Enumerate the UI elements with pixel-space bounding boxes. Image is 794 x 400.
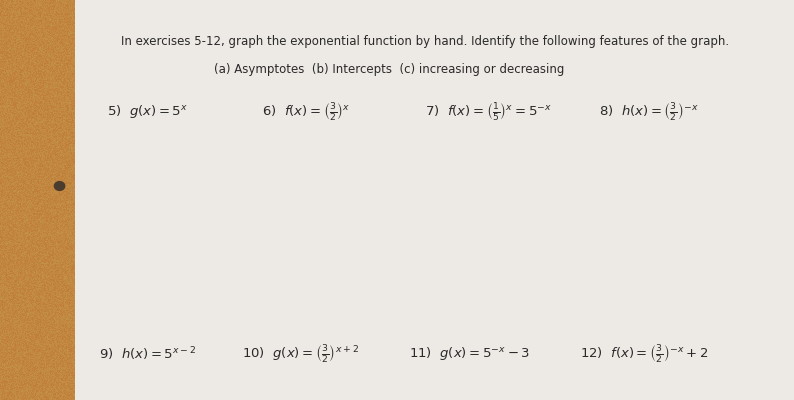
Ellipse shape	[54, 182, 64, 190]
Text: 8)  $h(x) = \left(\frac{3}{2}\right)^{-x}$: 8) $h(x) = \left(\frac{3}{2}\right)^{-x}…	[599, 101, 700, 123]
Text: 10)  $g(x) = \left(\frac{3}{2}\right)^{x+2}$: 10) $g(x) = \left(\frac{3}{2}\right)^{x+…	[242, 343, 359, 365]
Text: 12)  $f(x) = \left(\frac{3}{2}\right)^{-x} + 2$: 12) $f(x) = \left(\frac{3}{2}\right)^{-x…	[580, 343, 708, 365]
Text: 7)  $f(x) = \left(\frac{1}{5}\right)^x = 5^{-x}$: 7) $f(x) = \left(\frac{1}{5}\right)^x = …	[425, 101, 552, 123]
Text: In exercises 5-12, graph the exponential function by hand. Identify the followin: In exercises 5-12, graph the exponential…	[121, 36, 729, 48]
Text: 5)  $g(x) = 5^x$: 5) $g(x) = 5^x$	[107, 104, 188, 120]
Text: 11)  $g(x) = 5^{-x} - 3$: 11) $g(x) = 5^{-x} - 3$	[409, 346, 530, 362]
Text: 9)  $h(x) = 5^{x-2}$: 9) $h(x) = 5^{x-2}$	[99, 345, 196, 363]
Text: 6)  $f(x) = \left(\frac{3}{2}\right)^x$: 6) $f(x) = \left(\frac{3}{2}\right)^x$	[262, 101, 350, 123]
Text: (a) Asymptotes  (b) Intercepts  (c) increasing or decreasing: (a) Asymptotes (b) Intercepts (c) increa…	[214, 64, 565, 76]
FancyBboxPatch shape	[75, 0, 794, 400]
